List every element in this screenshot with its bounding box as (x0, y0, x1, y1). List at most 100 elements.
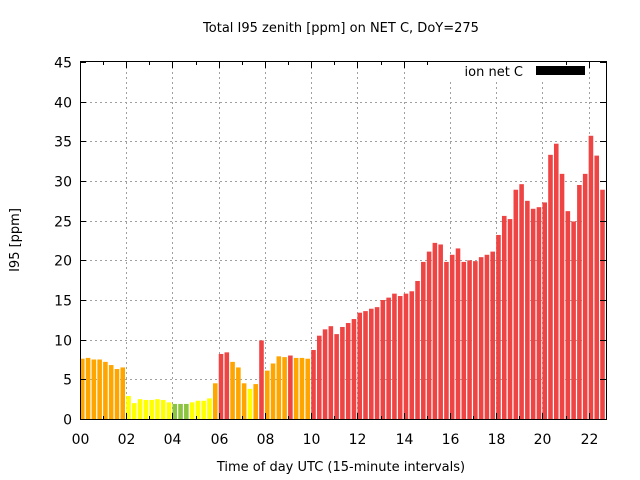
y-tick-label: 35 (54, 135, 72, 151)
x-tick-label: 02 (118, 432, 136, 448)
bars (80, 135, 605, 420)
bar (305, 358, 311, 419)
bar (85, 357, 91, 419)
bar (137, 399, 143, 419)
bar (449, 254, 455, 419)
chart-title: Total I95 zenith [ppm] on NET C, DoY=275 (202, 21, 479, 36)
bar (328, 326, 334, 419)
bar (600, 189, 605, 419)
bar (189, 402, 195, 419)
bar (374, 307, 380, 419)
bar (201, 400, 206, 419)
bar (264, 370, 270, 419)
bar (542, 202, 547, 419)
bar (172, 403, 178, 419)
bar (126, 395, 131, 419)
bar (120, 367, 126, 419)
bar (490, 251, 495, 419)
bar (380, 300, 386, 419)
bar (553, 143, 559, 419)
bar (230, 361, 235, 419)
bar (80, 358, 85, 419)
plot-frame (80, 61, 607, 420)
x-tick-label: 14 (396, 432, 414, 448)
bar (132, 403, 137, 419)
bar (409, 291, 415, 419)
bar (270, 363, 276, 419)
bar (536, 207, 542, 419)
bar (403, 293, 409, 419)
bar (160, 399, 166, 419)
bar (259, 340, 264, 419)
bar (496, 234, 501, 419)
bar (155, 399, 160, 419)
y-axis-ticks: 0 5 10 15 20 25 30 35 40 45 (54, 56, 606, 429)
bar (218, 353, 224, 419)
bar (438, 244, 443, 419)
bar (224, 352, 230, 419)
bar (195, 400, 201, 419)
bar (369, 308, 374, 419)
bar (91, 359, 97, 419)
x-tick-label: 08 (257, 432, 275, 448)
bar (478, 257, 484, 419)
y-tick-label: 10 (54, 334, 72, 350)
bar (519, 184, 524, 419)
x-tick-label: 16 (442, 432, 460, 448)
bar (97, 359, 102, 419)
bar (166, 402, 172, 419)
y-tick-label: 45 (54, 56, 72, 72)
bar (565, 211, 571, 419)
bar (513, 189, 519, 419)
y-tick-label: 5 (63, 373, 72, 389)
bar (530, 208, 536, 419)
x-tick-label: 10 (303, 432, 321, 448)
bar (236, 367, 241, 419)
bar (426, 251, 432, 419)
bar (241, 383, 247, 419)
bar (397, 296, 403, 419)
x-tick-label: 20 (534, 432, 552, 448)
x-tick-label: 18 (488, 432, 506, 448)
bar (415, 280, 420, 419)
bar (114, 369, 120, 419)
bar (253, 384, 258, 419)
y-tick-label: 40 (54, 96, 72, 112)
bar (559, 173, 565, 419)
bar (392, 293, 397, 419)
bar (282, 357, 287, 419)
bar (473, 261, 478, 419)
y-axis-label: I95 [ppm] (8, 208, 23, 272)
y-tick-label: 30 (54, 175, 72, 191)
bar (340, 326, 345, 419)
x-tick-label: 06 (211, 432, 229, 448)
bar (525, 200, 530, 419)
bar (357, 312, 363, 419)
bar (467, 260, 472, 419)
bar (577, 184, 582, 419)
x-tick-label: 12 (349, 432, 367, 448)
bar (143, 399, 149, 419)
bar (582, 173, 588, 419)
bar (299, 357, 305, 419)
bar (212, 383, 218, 419)
bar (571, 221, 576, 419)
bar (501, 215, 507, 419)
bar (363, 311, 368, 419)
legend-background (440, 62, 560, 82)
bar (421, 261, 426, 419)
legend-label: ion net C (465, 65, 523, 80)
x-tick-label: 04 (164, 432, 182, 448)
legend-swatch (536, 66, 585, 75)
x-axis-label: Time of day UTC (15-minute intervals) (216, 460, 465, 475)
bar (184, 403, 189, 419)
bar (311, 349, 316, 419)
bar (461, 261, 467, 419)
y-tick-label: 0 (63, 413, 72, 429)
legend: ion net C (440, 62, 585, 82)
bar (455, 248, 461, 419)
bar (594, 155, 600, 420)
y-tick-label: 15 (54, 294, 72, 310)
bar (444, 261, 449, 419)
